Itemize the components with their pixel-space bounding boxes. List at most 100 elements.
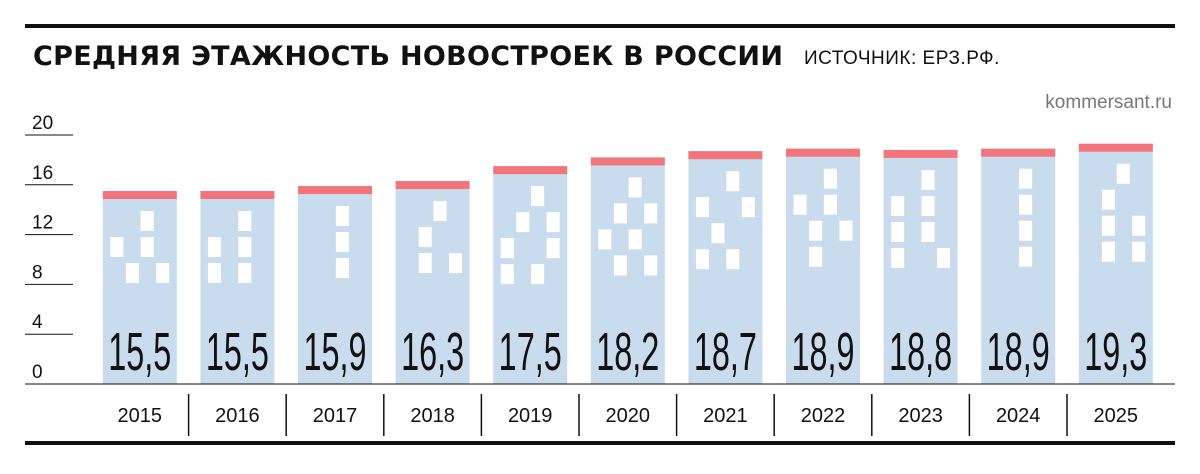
window — [546, 238, 560, 259]
bar — [1078, 143, 1153, 384]
window — [1132, 215, 1146, 236]
window — [1101, 215, 1115, 236]
y-axis: 0 4 8 12 16 20 — [25, 113, 73, 385]
window — [335, 232, 349, 253]
bar-2021: 18,7 — [688, 151, 763, 384]
window — [628, 229, 642, 250]
value-label: 18,9 — [791, 323, 854, 382]
x-tick-label: 2025 — [1094, 405, 1139, 427]
window — [531, 264, 545, 285]
bar-2018: 16,3 — [395, 181, 470, 384]
bottom-rule — [25, 441, 1175, 445]
bar — [395, 181, 470, 384]
window — [500, 238, 514, 259]
window — [1101, 241, 1115, 262]
bar-roof — [1078, 143, 1153, 152]
top-rule — [25, 24, 1175, 28]
window — [418, 253, 432, 274]
window — [644, 203, 658, 224]
window — [695, 197, 709, 218]
window — [125, 263, 139, 284]
x-tick-label: 2020 — [606, 405, 651, 427]
window — [823, 194, 837, 215]
window — [1132, 241, 1146, 262]
window — [433, 201, 447, 222]
x-tick-label: 2018 — [410, 405, 455, 427]
y-tick-label: 8 — [32, 262, 43, 283]
x-tick-label: 2016 — [215, 405, 260, 427]
window — [516, 212, 530, 233]
x-tick-label: 2024 — [996, 405, 1041, 427]
window — [140, 237, 154, 258]
window — [1019, 220, 1033, 241]
window — [238, 211, 252, 232]
bar — [200, 191, 275, 384]
window — [613, 255, 627, 276]
bar-roof — [200, 191, 275, 200]
window — [644, 255, 658, 276]
x-tick-label: 2019 — [508, 405, 553, 427]
value-label: 19,3 — [1084, 323, 1147, 382]
bar-2022: 18,9 — [786, 148, 860, 384]
window — [238, 263, 252, 284]
x-tick-label: 2022 — [801, 405, 846, 427]
bars: 15,5 15,5 15,9 16,3 17,5 18,2 18,7 18,9 18,8 18,9… — [102, 143, 1153, 384]
window — [809, 220, 823, 241]
window — [711, 223, 725, 244]
bar-roof — [395, 181, 470, 190]
window — [937, 247, 951, 268]
bar-roof — [883, 149, 958, 158]
window — [793, 194, 807, 215]
window — [839, 220, 853, 241]
window — [110, 237, 124, 258]
bar-roof — [590, 157, 665, 166]
value-label: 17,5 — [499, 323, 562, 382]
bar-roof — [688, 151, 763, 160]
y-tick-label: 0 — [32, 362, 43, 383]
window — [418, 227, 432, 248]
source-note: ИСТОЧНИК: ЕРЗ.РФ. — [804, 48, 1000, 69]
window — [891, 195, 905, 216]
window — [598, 229, 612, 250]
window — [695, 249, 709, 270]
window — [1101, 189, 1115, 210]
value-label: 18,9 — [987, 323, 1050, 382]
window — [1019, 168, 1033, 189]
x-tick-label: 2023 — [898, 405, 943, 427]
publisher-credit: kommersant.ru — [1045, 92, 1172, 113]
window — [238, 237, 252, 258]
y-tick-label: 16 — [32, 163, 53, 184]
window — [449, 253, 463, 274]
window — [207, 263, 221, 284]
value-label: 18,8 — [889, 323, 952, 382]
bar — [981, 148, 1056, 384]
chart-title: СРЕДНЯЯ ЭТАЖНОСТЬ НОВОСТРОЕК В РОССИИ — [33, 41, 784, 72]
bar-2024: 18,9 — [981, 148, 1056, 384]
bar-roof — [786, 148, 860, 157]
bar — [786, 148, 860, 384]
bar — [102, 191, 177, 384]
window — [921, 169, 935, 190]
bar-2017: 15,9 — [298, 186, 372, 384]
window — [156, 263, 170, 284]
window — [207, 237, 221, 258]
y-tick-label: 4 — [32, 312, 43, 333]
value-label: 15,5 — [206, 323, 269, 382]
y-tick-label: 20 — [32, 113, 53, 134]
window — [140, 211, 154, 232]
bar-roof — [981, 148, 1056, 157]
bar-2020: 18,2 — [590, 157, 665, 384]
window — [921, 195, 935, 216]
bar-2025: 19,3 — [1078, 143, 1153, 384]
window — [726, 171, 740, 192]
window — [335, 206, 349, 227]
window — [891, 247, 905, 268]
x-axis: 2015 2016 2017 2018 2019 2020 2021 2022 2023 2024… — [25, 383, 1175, 436]
x-tick-label: 2021 — [703, 405, 748, 427]
value-label: 15,9 — [303, 323, 366, 382]
window — [921, 221, 935, 242]
bar-2023: 18,8 — [883, 149, 958, 384]
value-label: 15,5 — [108, 323, 171, 382]
window — [628, 177, 642, 198]
